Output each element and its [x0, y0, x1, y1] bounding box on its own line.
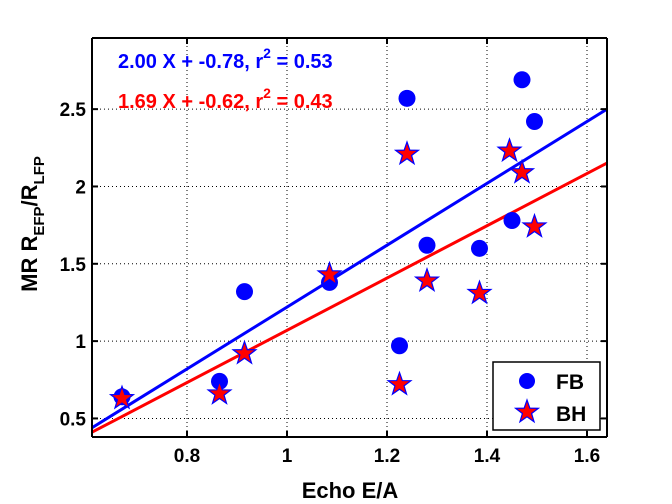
bh-fit-line: [91, 161, 608, 434]
bh-point: [496, 137, 523, 163]
fb-point: [513, 71, 531, 89]
bh-point: [231, 339, 258, 365]
x-tick-label: 1: [282, 446, 293, 467]
y-tick-label: 2: [75, 177, 86, 198]
legend-box: [492, 361, 601, 431]
axes: [91, 37, 608, 438]
bh-point: [108, 384, 136, 410]
fb-point: [398, 89, 416, 107]
bh-point: [508, 158, 536, 184]
legend-bh-marker: [513, 398, 541, 424]
fb-point: [471, 239, 488, 257]
x-tick-label: 1.6: [574, 446, 600, 467]
x-axis-label: Echo E/A: [302, 478, 399, 503]
fb-fit-equation: 2.00 X + -0.78, r2 = 0.53: [118, 45, 333, 73]
x-tick-label: 0.8: [174, 446, 200, 467]
fb-point: [503, 211, 521, 229]
bh-point: [466, 279, 493, 305]
legend-fb-marker: [519, 373, 535, 389]
legend-bh-label: BH: [556, 403, 586, 426]
x-tick-label: 1.2: [374, 446, 400, 467]
tick-labels: 0.8 1 1.2 1.4 1.6 0.5 1 1.5 2 2.5: [60, 100, 601, 467]
bh-point: [386, 370, 413, 396]
legend: FB BH: [492, 361, 601, 431]
bh-point: [393, 140, 421, 166]
fb-point: [418, 236, 436, 254]
y-axis-label: MR REFP/RLFP: [17, 156, 48, 292]
fb-point: [236, 283, 253, 301]
bh-point: [521, 212, 548, 238]
bh-point: [206, 379, 233, 405]
bh-point: [316, 260, 343, 286]
y-tick-label: 1.5: [60, 255, 87, 276]
data-markers: [108, 71, 548, 410]
bh-fit-equation: 1.69 X + -0.62, r2 = 0.43: [118, 85, 333, 113]
x-tick-label: 1.4: [474, 446, 501, 467]
fb-point: [526, 113, 543, 131]
bh-point: [413, 266, 441, 292]
y-tick-label: 2.5: [60, 100, 87, 121]
legend-fb-label: FB: [556, 371, 584, 394]
y-tick-label: 1: [75, 332, 86, 353]
y-tick-label: 0.5: [60, 409, 87, 430]
fb-point: [391, 337, 408, 355]
